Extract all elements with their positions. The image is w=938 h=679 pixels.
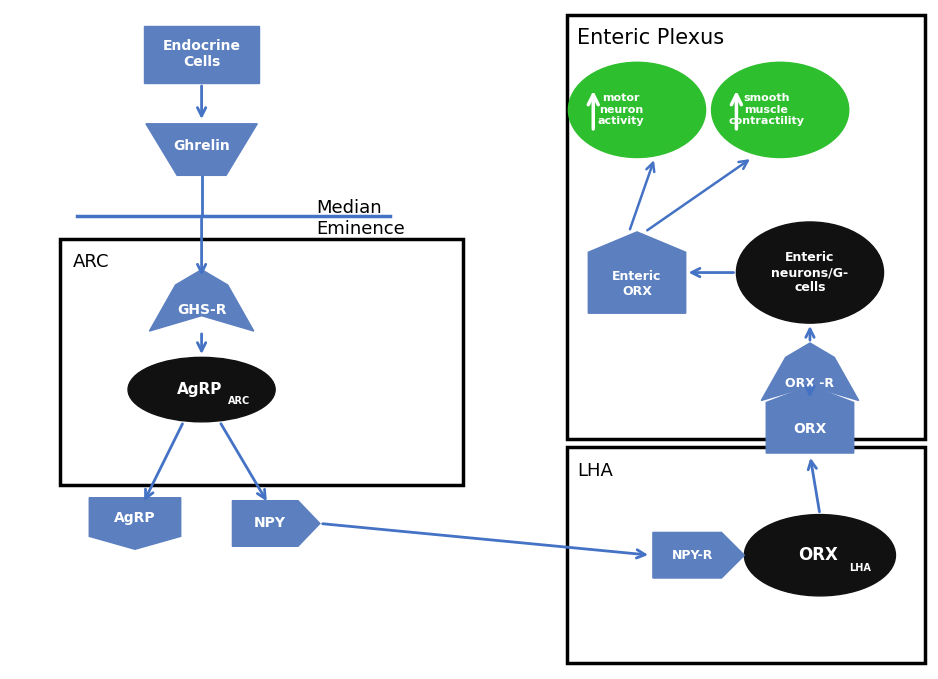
Text: ARC: ARC xyxy=(228,396,250,405)
Text: ORX -R: ORX -R xyxy=(785,377,835,390)
Text: Enteric Plexus: Enteric Plexus xyxy=(578,28,724,48)
Ellipse shape xyxy=(568,62,705,158)
Text: NPY-R: NPY-R xyxy=(672,549,714,562)
Text: Median
Eminence: Median Eminence xyxy=(316,199,404,238)
Text: motor
neuron
activity: motor neuron activity xyxy=(598,93,644,126)
Text: NPY: NPY xyxy=(254,517,286,530)
FancyBboxPatch shape xyxy=(144,26,259,83)
Text: Endocrine
Cells: Endocrine Cells xyxy=(162,39,240,69)
Polygon shape xyxy=(146,124,257,175)
Polygon shape xyxy=(588,232,686,313)
Ellipse shape xyxy=(745,515,896,596)
Text: LHA: LHA xyxy=(578,462,613,480)
Text: ORX: ORX xyxy=(794,422,826,437)
Text: smooth
muscle
contractility: smooth muscle contractility xyxy=(728,93,804,126)
Ellipse shape xyxy=(712,62,849,158)
Bar xyxy=(567,447,925,663)
Text: GHS-R: GHS-R xyxy=(177,304,226,317)
Polygon shape xyxy=(89,498,181,549)
Text: AgRP: AgRP xyxy=(177,382,222,397)
Polygon shape xyxy=(766,386,854,453)
Text: LHA: LHA xyxy=(849,563,870,573)
Polygon shape xyxy=(653,532,745,578)
Bar xyxy=(567,15,925,439)
Polygon shape xyxy=(149,270,254,331)
Polygon shape xyxy=(233,500,320,547)
Text: Enteric
ORX: Enteric ORX xyxy=(613,270,661,299)
Bar xyxy=(60,239,463,485)
Text: Ghrelin: Ghrelin xyxy=(174,139,230,153)
Text: ARC: ARC xyxy=(72,253,109,271)
Text: AgRP: AgRP xyxy=(114,511,156,525)
Polygon shape xyxy=(762,343,858,401)
Ellipse shape xyxy=(736,222,884,323)
Text: Enteric
neurons/G-
cells: Enteric neurons/G- cells xyxy=(771,251,849,294)
Ellipse shape xyxy=(128,357,275,422)
Text: ORX: ORX xyxy=(798,546,838,564)
